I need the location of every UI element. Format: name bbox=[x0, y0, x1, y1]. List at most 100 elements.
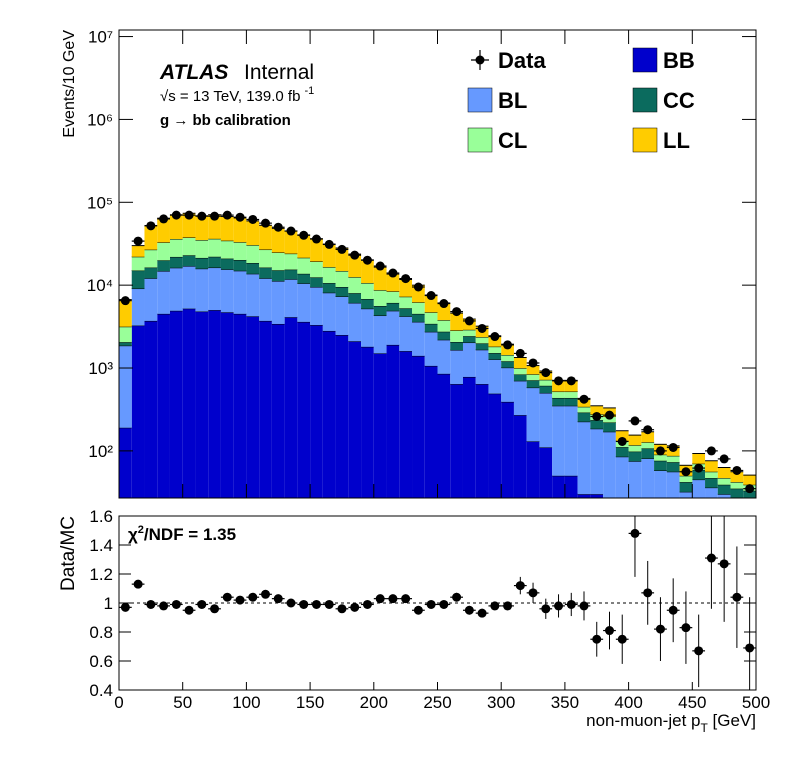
stack-segment bbox=[564, 391, 578, 398]
stack-segment bbox=[679, 482, 693, 492]
y-tick-label: 10³ bbox=[88, 359, 113, 378]
y-tick-label: 10⁴ bbox=[87, 276, 113, 295]
ratio-point bbox=[197, 599, 207, 609]
ratio-point bbox=[311, 599, 321, 609]
stack-segment bbox=[501, 361, 514, 368]
x-axis-label-unit: [GeV] bbox=[708, 711, 756, 730]
stack-segment bbox=[348, 254, 362, 278]
stack-segment bbox=[233, 313, 247, 498]
stack-segment bbox=[322, 244, 336, 268]
data-point bbox=[337, 244, 347, 254]
data-point bbox=[350, 250, 360, 260]
stack-segment bbox=[564, 475, 578, 498]
ratio-point bbox=[350, 602, 360, 612]
stack-segment bbox=[182, 266, 196, 309]
stack-segment bbox=[284, 253, 298, 270]
ratio-point bbox=[719, 559, 729, 569]
data-point bbox=[235, 212, 245, 222]
stack-segment bbox=[539, 385, 553, 393]
ratio-point bbox=[515, 581, 525, 591]
stack-segment bbox=[259, 278, 272, 321]
chi2-text: /NDF = 1.35 bbox=[144, 525, 236, 544]
stack-segment bbox=[552, 391, 565, 398]
stack-segment bbox=[271, 281, 285, 324]
ratio-point bbox=[732, 592, 742, 602]
ratio-point bbox=[222, 592, 232, 602]
stack-segment bbox=[462, 376, 476, 498]
stack-segment bbox=[462, 329, 476, 337]
stack-segment bbox=[564, 397, 578, 406]
stack-segment bbox=[119, 345, 132, 428]
data-point bbox=[668, 442, 678, 452]
legend-swatch bbox=[632, 87, 658, 113]
ratio-point bbox=[477, 608, 487, 618]
stack-segment bbox=[705, 460, 718, 472]
x-tick-label: 200 bbox=[360, 693, 388, 712]
stack-segment bbox=[169, 256, 183, 268]
data-point bbox=[617, 436, 627, 446]
stack-segment bbox=[666, 471, 680, 498]
stack-segment bbox=[577, 412, 591, 422]
y-tick-label: 1.6 bbox=[89, 507, 113, 526]
stack-segment bbox=[361, 283, 374, 300]
stack-segment bbox=[513, 368, 527, 375]
legend-label: CC bbox=[663, 88, 695, 113]
stack-segment bbox=[437, 339, 451, 374]
stack-segment bbox=[259, 320, 272, 498]
ratio-point bbox=[681, 623, 691, 633]
stack-segment bbox=[424, 312, 438, 324]
stack-segment bbox=[335, 247, 349, 272]
stack-segment bbox=[412, 355, 425, 498]
data-point bbox=[184, 210, 194, 220]
legend-label: BL bbox=[498, 88, 527, 113]
stack-segment bbox=[182, 255, 196, 267]
data-point bbox=[528, 358, 538, 368]
stack-segment bbox=[233, 270, 247, 314]
stack-segment bbox=[628, 435, 642, 446]
ratio-point bbox=[133, 579, 143, 589]
ratio-point bbox=[579, 601, 589, 611]
stack-segment bbox=[526, 374, 540, 381]
data-point bbox=[171, 210, 181, 220]
ratio-point bbox=[668, 605, 678, 615]
stack-segment bbox=[335, 296, 349, 336]
stack-segment bbox=[526, 380, 540, 388]
ratio-point bbox=[464, 605, 474, 615]
data-point bbox=[732, 465, 742, 475]
stack-segment bbox=[437, 320, 451, 332]
data-point bbox=[439, 299, 449, 309]
ratio-point bbox=[490, 601, 500, 611]
stack-segment bbox=[348, 341, 362, 498]
x-tick-label: 100 bbox=[232, 693, 260, 712]
stack-segment bbox=[513, 374, 527, 381]
data-point bbox=[299, 230, 309, 240]
stack-segment bbox=[590, 428, 604, 495]
data-point bbox=[426, 291, 436, 301]
stack-segment bbox=[743, 490, 756, 498]
stack-segment bbox=[233, 217, 247, 243]
stack-segment bbox=[208, 214, 221, 239]
stack-segment bbox=[335, 271, 349, 287]
stack-segment bbox=[297, 273, 311, 284]
data-point bbox=[681, 467, 691, 477]
stack-segment bbox=[271, 252, 285, 271]
chi2-exponent: 2 bbox=[138, 524, 144, 536]
stack-segment bbox=[692, 453, 706, 464]
stack-segment bbox=[131, 270, 145, 289]
stack-segment bbox=[641, 442, 655, 449]
ratio-point bbox=[655, 624, 665, 634]
stack-segment bbox=[501, 344, 514, 356]
stack-segment bbox=[399, 316, 413, 352]
stack-segment bbox=[220, 240, 234, 259]
stack-segment bbox=[654, 460, 667, 471]
stack-segment bbox=[717, 478, 731, 485]
stack-segment bbox=[195, 311, 209, 498]
stack-segment bbox=[386, 302, 400, 311]
x-tick-label: 350 bbox=[551, 693, 579, 712]
stack-segment bbox=[717, 467, 731, 479]
stack-segment bbox=[424, 295, 438, 313]
stack-segment bbox=[603, 508, 616, 509]
stack-segment bbox=[157, 271, 170, 314]
stack-segment bbox=[590, 420, 604, 429]
stack-segment bbox=[730, 488, 744, 498]
